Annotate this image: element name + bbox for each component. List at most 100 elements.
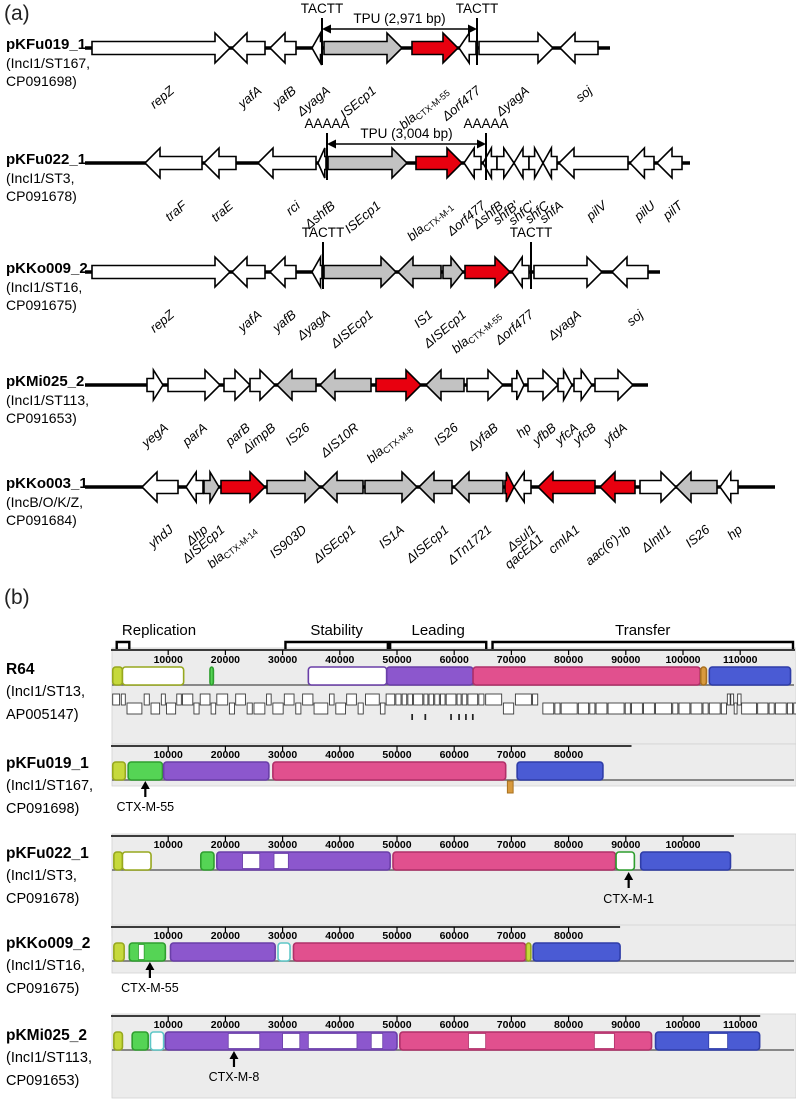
- homology-gap: [370, 1033, 384, 1049]
- track-panel: [111, 833, 796, 937]
- scale-tick-label: 30000: [268, 839, 297, 851]
- scale-tick-label: 10000: [154, 930, 183, 942]
- plasmid-label-pKMi025_2: pKMi025_2 (IncI1/ST113, CP091653): [6, 373, 118, 427]
- gene-arrow: [528, 144, 544, 182]
- homology-block-yg: [121, 851, 152, 871]
- scale-tick-label: 50000: [382, 839, 411, 851]
- orf-box: [440, 693, 446, 706]
- orf-box: [737, 693, 742, 706]
- homology-block-purple: [169, 942, 276, 962]
- orf-box: [193, 702, 200, 715]
- ctx-gene-label: CTX-M-8: [209, 1070, 260, 1084]
- scale-tick-label: 50000: [382, 1019, 411, 1031]
- gene-label: rci: [283, 197, 304, 218]
- orf-box: [445, 693, 457, 706]
- scale-tick-label: 60000: [440, 1019, 469, 1031]
- gene-label: pilT: [659, 197, 686, 223]
- scale-tick-label: 70000: [497, 654, 526, 666]
- gene-label: ΔTn1721: [444, 522, 495, 568]
- plasmid-accession: CP091678): [6, 188, 77, 204]
- scale-tick-label: 30000: [268, 654, 297, 666]
- gene-arrow: [513, 469, 532, 505]
- orf-box: [655, 702, 673, 715]
- homology-block-purple: [162, 761, 270, 781]
- gene-label: ΔyagA: [544, 307, 584, 344]
- plasmid-inc-type: (IncI1/ST3,: [6, 170, 75, 186]
- gene-arrow: [536, 470, 596, 504]
- gene-arrow: [275, 368, 317, 402]
- orf-box: [428, 693, 435, 706]
- homology-gap: [307, 1033, 358, 1049]
- homology-block-green: [128, 942, 167, 962]
- gene-arrow: [463, 145, 482, 181]
- track-label-pKKo009_2: pKKo009_2 (IncI1/ST16, CP091675): [6, 932, 118, 1001]
- gene-arrow: [719, 469, 739, 505]
- gene-label: repZ: [147, 306, 178, 335]
- orf-minor-mark: [458, 714, 460, 720]
- plasmid-name: pKFu022_1: [6, 151, 87, 168]
- orf-box: [385, 693, 396, 706]
- scale-tick-label: 20000: [211, 930, 240, 942]
- homology-block-purple: [164, 1031, 398, 1051]
- gene-label: IS903D: [267, 522, 310, 561]
- gene-arrow: [610, 255, 649, 289]
- homology-gap: [138, 944, 145, 960]
- orf-box: [283, 693, 295, 706]
- homology-block-green: [200, 851, 215, 871]
- orf-box: [313, 702, 329, 715]
- orf-box: [246, 702, 253, 715]
- gene-label: blaCTX-M-1: [404, 198, 456, 245]
- tpu-arrowhead-right: [477, 139, 486, 149]
- region-label: Transfer: [615, 622, 670, 639]
- orf-box: [485, 693, 503, 706]
- homology-block-blue: [532, 942, 621, 962]
- scale-tick-label: 10000: [154, 839, 183, 851]
- orf-box: [768, 702, 775, 715]
- orf-minor-mark: [424, 714, 427, 720]
- gene-arrow: [452, 470, 504, 504]
- scale-tick-label: 100000: [665, 1019, 700, 1031]
- track-accession: CP091698): [6, 801, 80, 817]
- homology-gap: [282, 1033, 301, 1049]
- gene-arrow: [478, 31, 555, 65]
- orf-box: [577, 702, 590, 715]
- homology-block-purple: [307, 666, 388, 686]
- orf-box: [182, 693, 194, 706]
- orf-box: [730, 693, 735, 706]
- scale-tick-label: 40000: [325, 749, 354, 761]
- plasmid-label-pKFu019_1: pKFu019_1 (IncI1/ST167, CP091698): [6, 36, 118, 90]
- gene-arrow: [464, 255, 512, 289]
- scale-tick-label: 90000: [611, 654, 640, 666]
- orf-box: [702, 702, 709, 715]
- orf-box: [595, 702, 608, 715]
- orf-minor-mark: [471, 714, 474, 720]
- orf-box: [554, 702, 561, 715]
- homology-block-blue: [639, 851, 732, 871]
- track-panel: [111, 1013, 796, 1099]
- gene-arrow: [417, 470, 453, 504]
- gene-arrow: [628, 146, 655, 180]
- gene-arrow: [411, 31, 460, 65]
- scale-tick-label: 70000: [497, 839, 526, 851]
- insertion-site-label: TACTT: [456, 1, 499, 16]
- homology-block-green: [209, 666, 215, 686]
- homology-gap: [273, 853, 289, 869]
- region-bracket: [388, 640, 488, 649]
- gene-label: IS26: [282, 419, 313, 448]
- plasmid-label-pKKo003_1: pKKo003_1 (IncB/O/K/Z, CP091684): [6, 475, 118, 529]
- gene-label: blaCTX-M-8: [364, 420, 416, 467]
- gene-arrow: [533, 255, 604, 289]
- homology-block-orange: [699, 666, 708, 686]
- track-inc-type: (IncI1/ST113,: [6, 1050, 92, 1066]
- orf-box: [335, 702, 346, 715]
- gene-arrow: [511, 369, 525, 401]
- scale-tick-label: 30000: [268, 1019, 297, 1031]
- gene-arrow: [424, 368, 465, 402]
- ctx-gene-label: CTX-M-1: [603, 892, 654, 906]
- orf-box: [210, 702, 217, 715]
- gene-label: ΔyagA: [293, 307, 333, 344]
- orf-box: [708, 702, 721, 715]
- track-label-pKMi025_2: pKMi025_2 (IncI1/ST113, CP091653): [6, 1024, 118, 1093]
